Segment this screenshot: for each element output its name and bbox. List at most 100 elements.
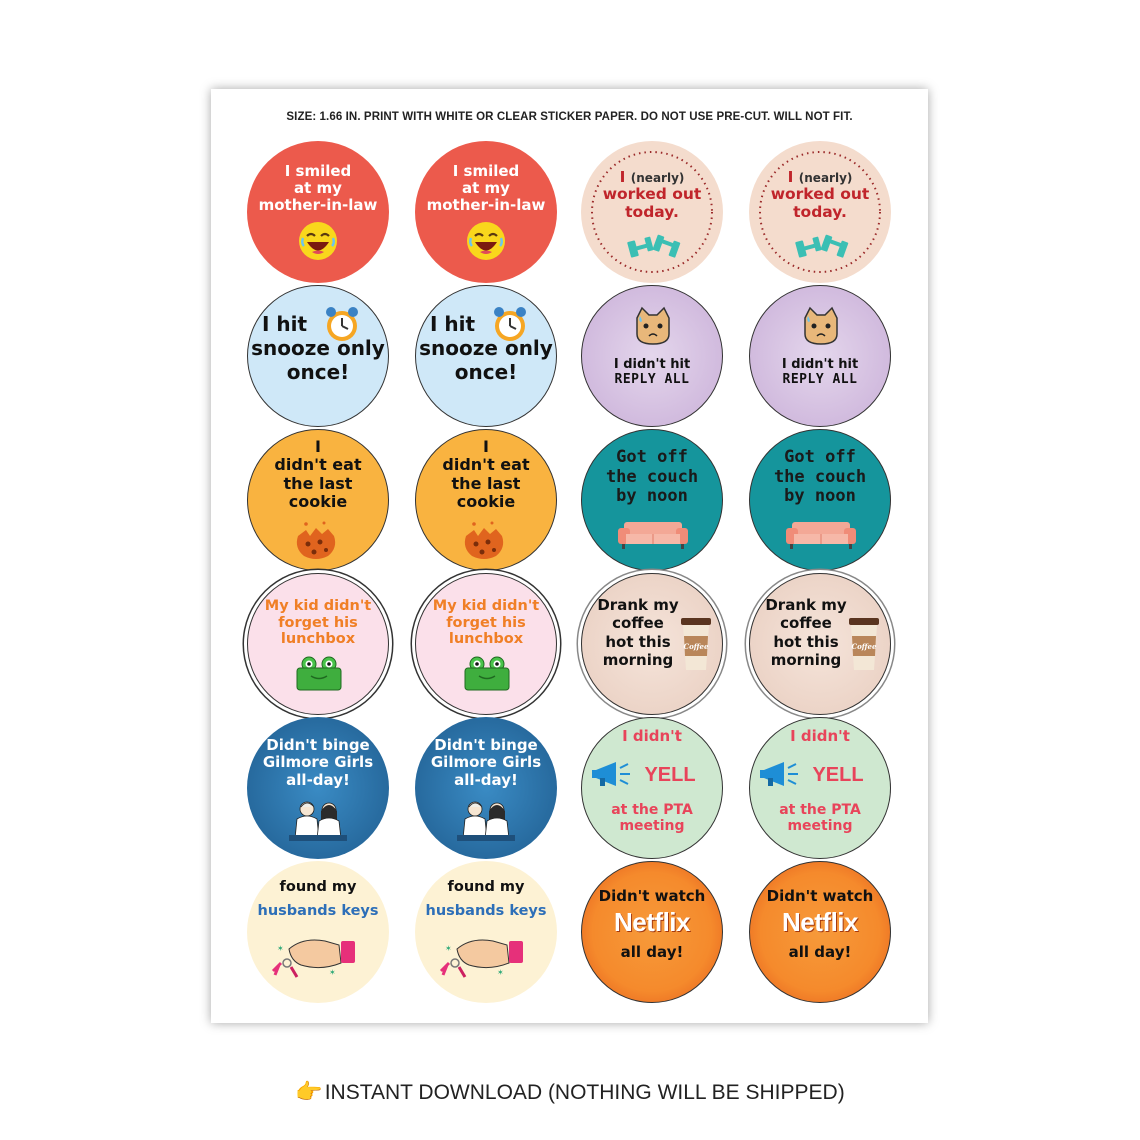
sticker-line: Didn't watch [766, 887, 874, 905]
sticker-snooze: I hit snooze only once! [247, 285, 389, 427]
sticker-netflix: Didn't watch Netflix all day! [749, 861, 891, 1003]
sticker-line: YELL [644, 764, 696, 786]
gilmore-girls-illustration-icon [457, 801, 515, 841]
sticker-line: at the PTA [611, 802, 693, 818]
sticker-line: coffee [780, 614, 832, 633]
sticker-line: Gilmore Girls [430, 753, 542, 772]
sticker-line: at my [294, 178, 342, 197]
sticker-line: I hit [262, 312, 308, 336]
sticker-line: lunchbox [280, 631, 356, 648]
sticker-line: Didn't binge [266, 736, 370, 754]
sticker-line: I [787, 168, 799, 186]
sticker-line: coffee [612, 614, 664, 633]
sticker-line: Didn't watch [598, 887, 706, 905]
megaphone-icon [592, 762, 630, 786]
frog-lunchbox-icon [296, 656, 342, 691]
coffee-cup-label: Coffee [684, 642, 709, 651]
megaphone-icon [760, 762, 798, 786]
sticker-sheet: SIZE: 1.66 IN. PRINT WITH WHITE OR CLEAR… [211, 89, 928, 1023]
sticker-line: Got off [784, 447, 856, 467]
sticker-line: cookie [288, 492, 348, 512]
sticker-reply-all: I didn't hit REPLY ALL [581, 285, 723, 427]
sticker-line: I smiled [452, 162, 520, 180]
sticker-line: I hit [430, 312, 476, 336]
sticker-line: all day! [788, 943, 852, 961]
sticker-worked-out: I (nearly) worked out today. [581, 141, 723, 283]
sticker-yell: I didn't YELL at the PTA meeting [581, 717, 723, 859]
sticker-line: the couch [773, 466, 867, 487]
sticker-line: Got off [616, 447, 688, 467]
sticker-lunchbox: My kid didn't forget his lunchbox [415, 573, 557, 715]
sticker-line: forget his [278, 614, 358, 631]
sticker-line: cookie [456, 492, 516, 512]
sticker-mother-in-law: I smiled at my mother-in-law [247, 141, 389, 283]
sticker-couch: Got off the couch by noon [581, 429, 723, 571]
sticker-line: didn't eat [274, 455, 362, 475]
sticker-line: found my [279, 879, 357, 895]
sticker-line: meeting [787, 818, 853, 835]
sticker-line: worked out [770, 185, 870, 204]
sticker-line: YELL [812, 764, 864, 786]
sticker-line: all-day! [286, 770, 350, 789]
sticker-keys: found my husbands keys ✶ ✶ [247, 861, 389, 1003]
alarm-clock-icon [326, 307, 358, 341]
sticker-lunchbox: My kid didn't forget his lunchbox [247, 573, 389, 715]
sticker-line: I didn't [622, 727, 682, 745]
dumbbell-icon [627, 234, 681, 258]
sticker-line: I didn't [790, 727, 850, 745]
svg-text:✶: ✶ [497, 968, 504, 977]
sticker-cookie: I didn't eat the last cookie [247, 429, 389, 571]
sticker-gilmore: Didn't binge Gilmore Girls all-day! [247, 717, 389, 859]
sticker-keys: found my husbands keys ✶ ✶ [415, 861, 557, 1003]
sticker-line: morning [602, 650, 674, 669]
sweating-cat-icon [636, 306, 670, 345]
footer-text: INSTANT DOWNLOAD (NOTHING WILL BE SHIPPE… [324, 1081, 845, 1104]
sticker-gilmore: Didn't binge Gilmore Girls all-day! [415, 717, 557, 859]
sticker-cookie: I didn't eat the last cookie [415, 429, 557, 571]
dotted-ring [759, 151, 881, 273]
sticker-line: mother-in-law [426, 195, 546, 214]
cookie-icon [296, 521, 336, 559]
sticker-line: didn't eat [442, 455, 530, 475]
sticker-line: Gilmore Girls [262, 753, 374, 772]
size-instructions: SIZE: 1.66 IN. PRINT WITH WHITE OR CLEAR… [286, 111, 853, 123]
svg-text:✶: ✶ [329, 968, 336, 977]
sticker-line: I didn't hit [613, 357, 691, 372]
laughing-emoji-icon [467, 222, 505, 260]
sticker-line: REPLY ALL [614, 371, 690, 387]
netflix-logo-icon: Netflix [614, 907, 690, 937]
sticker-line: snooze only [419, 336, 553, 360]
sticker-netflix: Didn't watch Netflix all day! [581, 861, 723, 1003]
coffee-cup-icon: Coffee [681, 618, 711, 670]
dotted-ring [591, 151, 713, 273]
sticker-line: today. [625, 202, 679, 221]
sticker-line: by noon [784, 486, 856, 507]
sticker-line: I [315, 437, 321, 456]
sticker-line: Drank my [765, 596, 847, 614]
sticker-line: today. [793, 202, 847, 221]
sticker-line: I [619, 168, 631, 186]
sticker-line: the couch [605, 466, 699, 487]
sticker-line: worked out [602, 185, 702, 204]
hand-with-keys-icon: ✶ ✶ [271, 939, 355, 978]
sweating-cat-icon [804, 306, 838, 345]
svg-text:✶: ✶ [277, 944, 284, 953]
sticker-line: I smiled [284, 162, 352, 180]
couch-icon [618, 522, 688, 549]
sticker-line: I didn't hit [781, 357, 859, 372]
frog-lunchbox-icon [464, 656, 510, 691]
instant-download-notice: 👉INSTANT DOWNLOAD (NOTHING WILL BE SHIPP… [0, 1079, 1140, 1105]
sticker-line: husbands keys [425, 903, 547, 919]
sticker-line: My kid didn't [432, 598, 540, 614]
sticker-line: forget his [446, 614, 526, 631]
sticker-line: by noon [616, 486, 688, 507]
sticker-yell: I didn't YELL at the PTA meeting [749, 717, 891, 859]
sticker-line: found my [447, 879, 525, 895]
pointing-hand-icon: 👉 [295, 1079, 323, 1104]
hand-with-keys-icon: ✶ ✶ [439, 939, 523, 978]
dumbbell-icon [795, 234, 849, 258]
sticker-line: all-day! [454, 770, 518, 789]
laughing-emoji-icon [299, 222, 337, 260]
sticker-line: snooze only [251, 336, 385, 360]
sticker-line: hot this [773, 632, 839, 651]
